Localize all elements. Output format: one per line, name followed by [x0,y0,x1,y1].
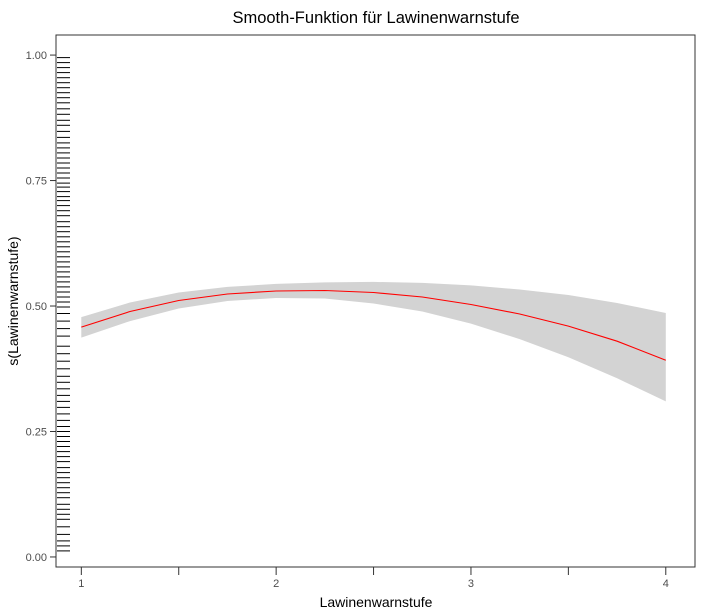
confidence-band [81,281,666,402]
x-axis-title: Lawinenwarnstufe [320,594,433,610]
smooth-line [81,289,666,361]
y-tick-label: 0.00 [26,552,47,564]
y-axis: 0.00 0.25 0.50 0.75 1.00 [26,50,56,564]
y-tick-label: 0.25 [26,426,47,438]
rug [57,57,70,552]
x-tick-label: 2 [273,578,279,590]
x-tick-label: 1 [78,578,84,590]
x-tick-label: 3 [468,578,474,590]
chart-title: Smooth-Funktion für Lawinenwarnstufe [232,9,519,27]
y-tick-label: 1.00 [26,50,47,62]
x-axis: 1 2 3 4 [78,567,669,590]
y-tick-label: 0.75 [26,176,47,188]
x-tick-label: 4 [663,578,669,590]
y-axis-title: s(Lawinenwarnstufe) [5,236,21,365]
y-tick-label: 0.50 [26,301,47,313]
